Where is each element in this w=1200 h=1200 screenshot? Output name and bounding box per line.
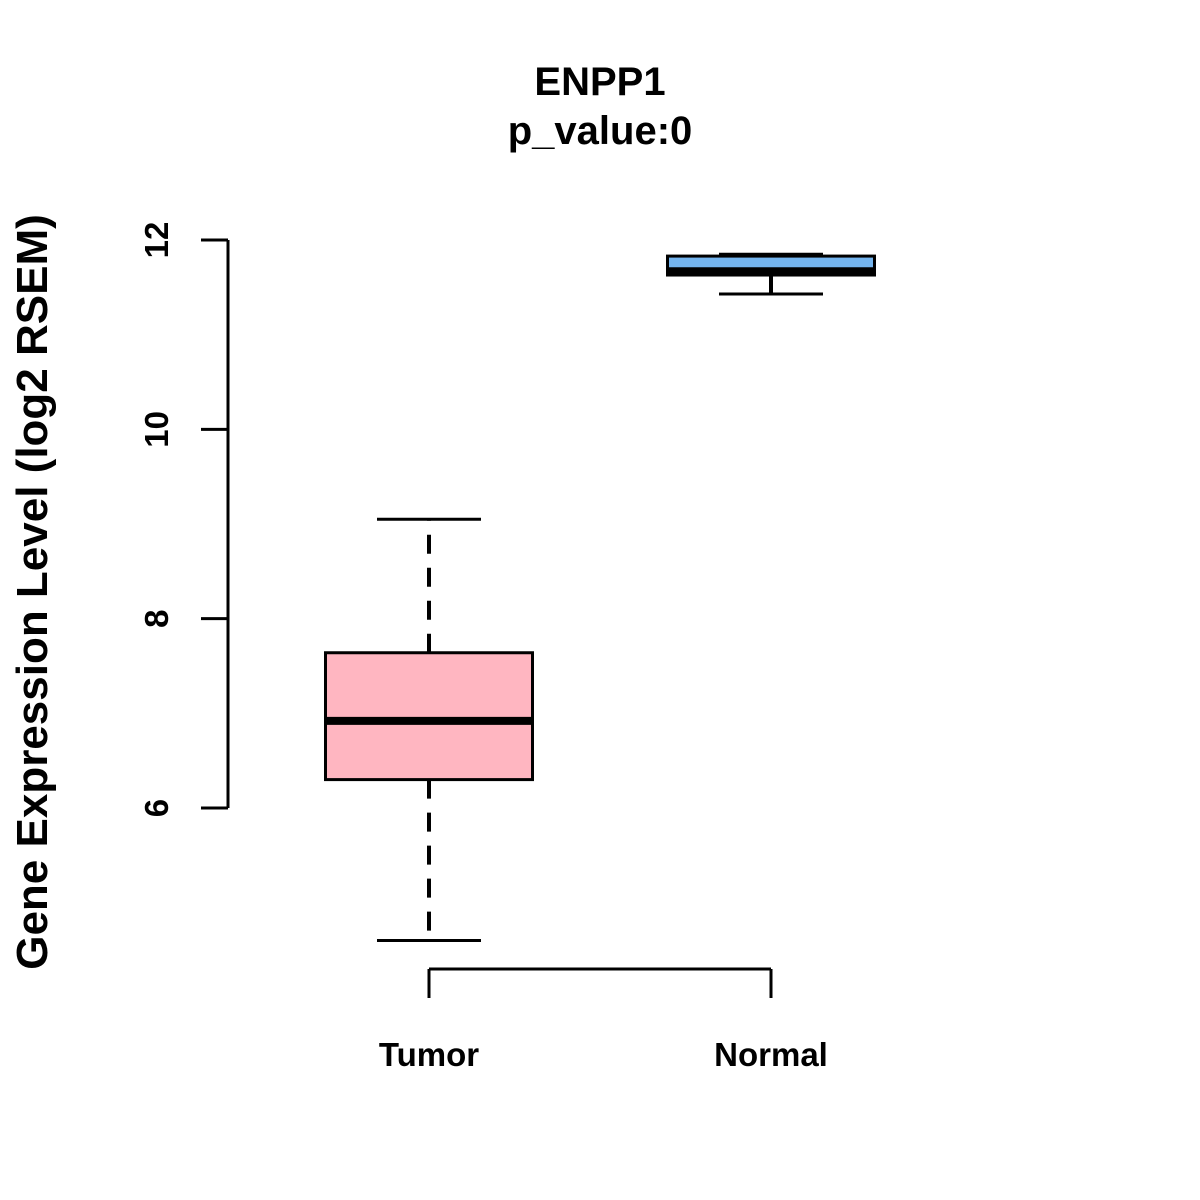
y-tick-label: 12 bbox=[138, 222, 175, 259]
y-tick-label: 8 bbox=[138, 609, 175, 627]
x-tick-label-normal: Normal bbox=[714, 1036, 828, 1073]
y-tick-label: 6 bbox=[138, 799, 175, 817]
y-tick-label: 10 bbox=[138, 411, 175, 448]
x-tick-label-tumor: Tumor bbox=[378, 1036, 480, 1073]
chart-title: ENPP1 bbox=[534, 60, 666, 104]
box-tumor bbox=[324, 651, 534, 782]
chart-subtitle: p_value:0 bbox=[507, 109, 693, 153]
